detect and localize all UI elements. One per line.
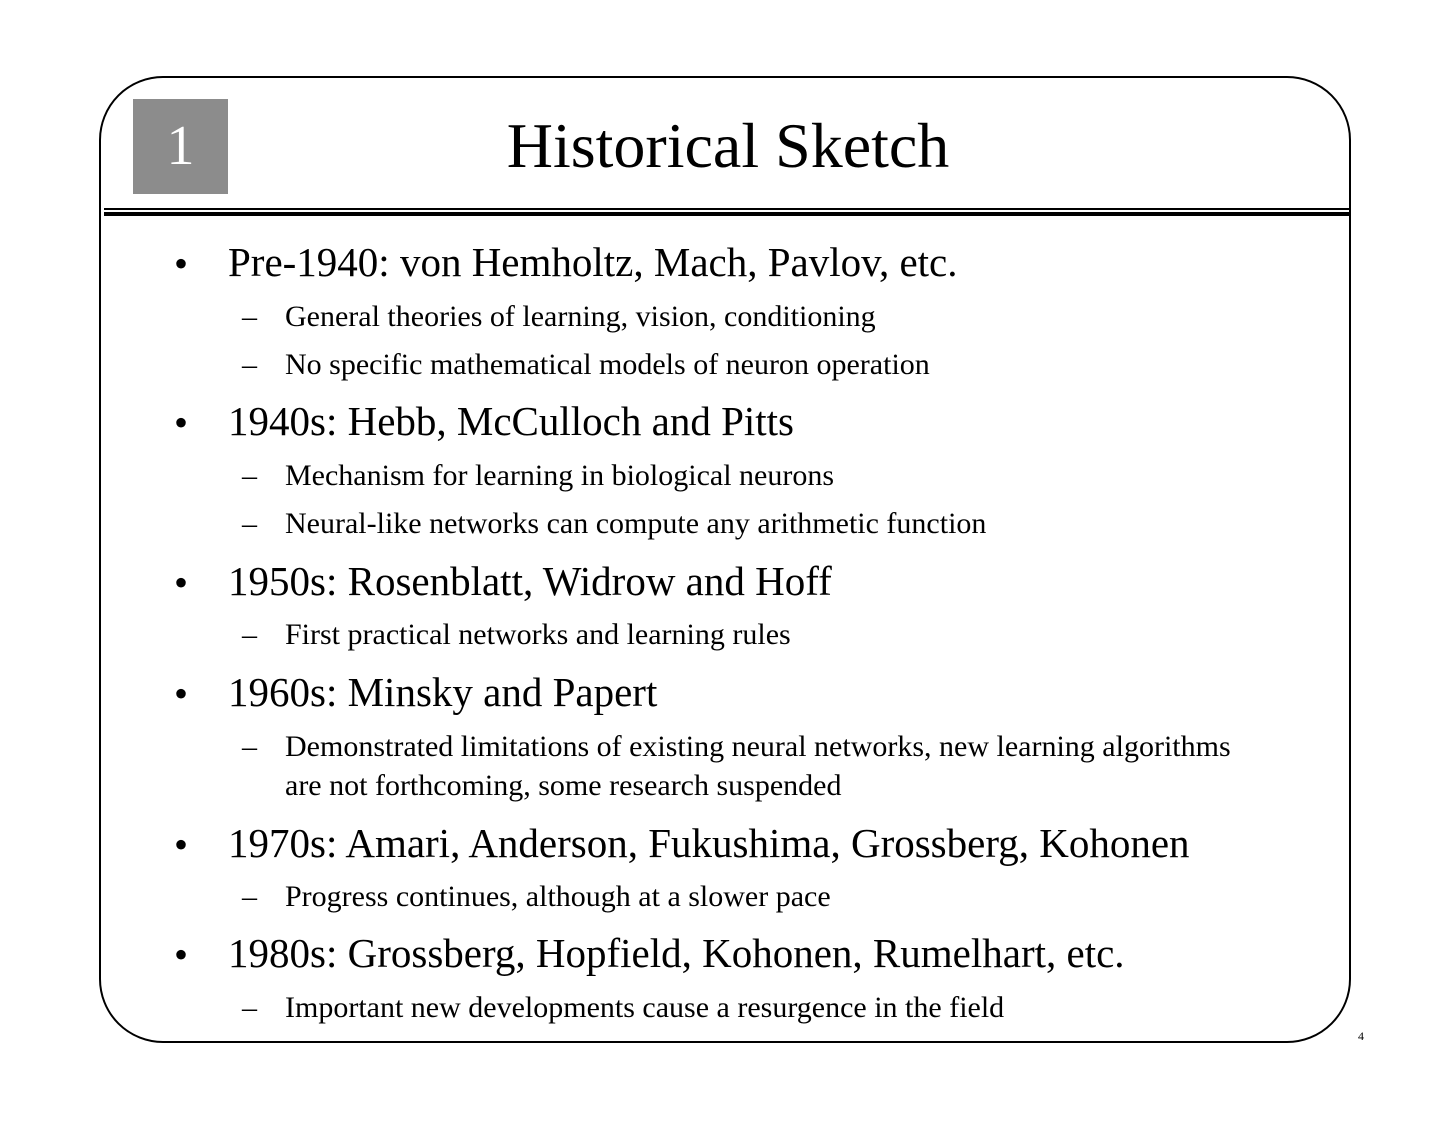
title-divider-thin	[104, 208, 1350, 210]
bullet-text: 1950s: Rosenblatt, Widrow and Hoff	[228, 558, 832, 604]
dash-icon: –	[242, 459, 257, 492]
page-number: 4	[1358, 1029, 1364, 1043]
bullet-icon: •	[174, 400, 189, 445]
sub-item-text: Neural-like networks can compute any ari…	[285, 507, 987, 540]
dash-icon: –	[242, 880, 257, 913]
dash-icon: –	[242, 730, 257, 763]
bullet-icon: •	[174, 822, 189, 867]
bullet-icon: •	[174, 932, 189, 977]
sub-item-text: No specific mathematical models of neuro…	[285, 348, 930, 381]
bullet-icon: •	[174, 671, 189, 716]
sub-item-text: First practical networks and learning ru…	[285, 618, 791, 651]
sub-item-text: Progress continues, although at a slower…	[285, 880, 831, 913]
slide-title: Historical Sketch	[506, 110, 950, 181]
dash-icon: –	[242, 618, 257, 651]
bullet-icon: •	[174, 241, 189, 286]
sub-item-text: Demonstrated limitations of existing neu…	[285, 730, 1231, 802]
chapter-number-badge: 1	[133, 99, 228, 194]
dash-icon: –	[242, 300, 257, 333]
bullet-text: 1940s: Hebb, McCulloch and Pitts	[228, 398, 795, 444]
dash-icon: –	[242, 507, 257, 540]
dash-icon: –	[242, 991, 257, 1024]
bullet-icon: •	[174, 560, 189, 605]
bullet-text: 1970s: Amari, Anderson, Fukushima, Gross…	[228, 820, 1190, 866]
title-divider-thick	[104, 212, 1350, 216]
sub-item-text: General theories of learning, vision, co…	[285, 300, 876, 333]
bullet-text: 1960s: Minsky and Papert	[228, 669, 658, 715]
dash-icon: –	[242, 348, 257, 381]
slide-frame	[99, 76, 1351, 1043]
sub-item-text: Mechanism for learning in biological neu…	[285, 459, 835, 492]
sub-item-text: Important new developments cause a resur…	[285, 991, 1005, 1024]
bullet-text: Pre-1940: von Hemholtz, Mach, Pavlov, et…	[228, 239, 958, 285]
bullet-text: 1980s: Grossberg, Hopfield, Kohonen, Rum…	[228, 930, 1125, 976]
